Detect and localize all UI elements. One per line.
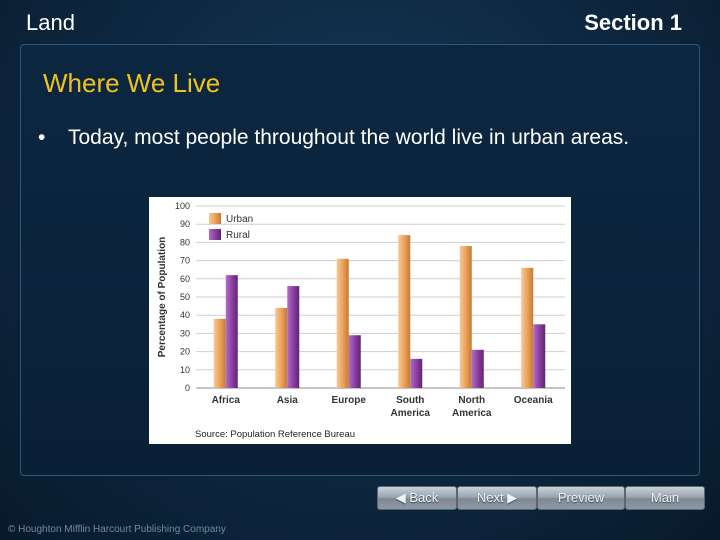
legend-label-urban: Urban: [226, 214, 253, 225]
chart-source: Source: Population Reference Bureau: [195, 429, 355, 440]
copyright-footer: © Houghton Mifflin Harcourt Publishing C…: [8, 524, 226, 535]
bar-rural-africa: [225, 275, 238, 388]
x-tick-label: North: [458, 395, 485, 406]
bar-urban-africa: [213, 318, 226, 388]
y-tick-label: 60: [180, 274, 190, 284]
bullet-symbol: •: [38, 126, 46, 149]
legend-swatch-urban: [209, 213, 221, 224]
y-tick-label: 0: [185, 383, 190, 393]
x-tick-label: South: [396, 395, 424, 406]
chapter-title: Land: [26, 10, 75, 35]
y-tick-label: 100: [175, 201, 190, 211]
x-tick-label: Africa: [212, 395, 241, 406]
y-tick-label: 70: [180, 256, 190, 266]
x-tick-label: Oceania: [514, 395, 553, 406]
section-title: Section 1: [584, 10, 682, 35]
y-tick-label: 30: [180, 328, 190, 338]
population-chart: 0 10 20 30 40 50 60 70 80 90 100 Percentage of Popu…: [149, 197, 571, 444]
main-button-label: Main: [650, 490, 680, 505]
bar-urban-oceania: [521, 267, 534, 388]
y-tick-label: 10: [180, 365, 190, 375]
slide-title: Where We Live: [43, 68, 221, 98]
bar-urban-south-america: [398, 235, 411, 388]
y-tick-label: 40: [180, 310, 190, 320]
back-arrow-icon: ◀: [395, 490, 410, 505]
x-tick-label: America: [391, 408, 431, 419]
main-button[interactable]: Main: [625, 486, 705, 510]
bar-rural-asia: [287, 286, 300, 388]
preview-button[interactable]: Preview: [537, 486, 625, 510]
chart-svg: 0 10 20 30 40 50 60 70 80 90 100 Percentage of Popu…: [157, 201, 565, 440]
y-axis-label: Percentage of Population: [157, 237, 168, 358]
y-tick-label: 20: [180, 347, 190, 357]
next-button[interactable]: Next ▶: [457, 486, 537, 510]
back-button-label: Back: [409, 490, 439, 505]
next-arrow-icon: ▶: [503, 490, 518, 505]
y-tick-label: 80: [180, 237, 190, 247]
bullet-point: • Today, most people throughout the worl…: [38, 124, 668, 152]
bar-rural-north-america: [471, 349, 484, 388]
bar-rural-europe: [348, 335, 361, 388]
back-button[interactable]: ◀ Back: [377, 486, 457, 510]
bullet-text: Today, most people throughout the world …: [68, 126, 630, 149]
top-bar: Land Section 1: [0, 0, 720, 44]
x-tick-label: Europe: [332, 395, 367, 406]
x-tick-label: America: [452, 408, 492, 419]
bar-urban-north-america: [459, 246, 472, 388]
bar-rural-oceania: [533, 324, 546, 388]
preview-button-label: Preview: [557, 490, 605, 505]
x-tick-label: Asia: [277, 395, 299, 406]
y-tick-label: 90: [180, 219, 190, 229]
legend-label-rural: Rural: [226, 230, 250, 241]
bar-urban-europe: [336, 258, 349, 388]
bar-rural-south-america: [410, 358, 423, 388]
legend-swatch-rural: [209, 229, 221, 240]
bar-urban-asia: [275, 307, 288, 388]
next-button-label: Next: [476, 490, 504, 505]
y-tick-label: 50: [180, 292, 190, 302]
